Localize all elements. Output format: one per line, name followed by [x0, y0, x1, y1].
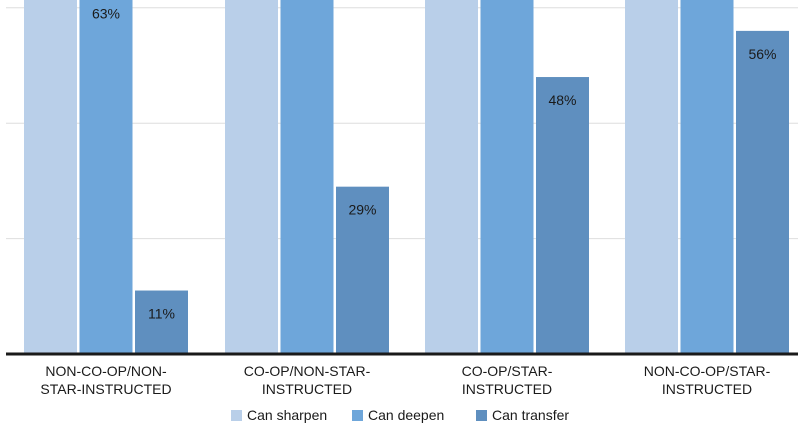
category-label: INSTRUCTED — [262, 381, 352, 397]
bar — [280, 0, 334, 355]
bar-value-label: 11% — [148, 306, 175, 322]
legend-swatch — [231, 410, 242, 421]
legend-label: Can deepen — [368, 407, 444, 423]
category-label: NON-CO-OP/NON- — [45, 363, 167, 379]
bar — [425, 0, 478, 354]
bar — [336, 186, 389, 354]
category-label: CO-OP/STAR- — [462, 363, 553, 379]
bar — [135, 290, 188, 354]
bar — [680, 0, 734, 354]
bar — [536, 77, 589, 354]
bars: 74%82%94%96%63%69%88%90%11%29%48%56% — [24, 0, 789, 355]
bar-value-label: 56% — [748, 46, 776, 62]
category-label: CO-OP/NON-STAR- — [244, 363, 371, 379]
category-label: STAR-INSTRUCTED — [40, 381, 171, 397]
category-label: NON-CO-OP/STAR- — [644, 363, 771, 379]
category-label: INSTRUCTED — [462, 381, 552, 397]
bar — [24, 0, 77, 355]
bar — [79, 0, 133, 355]
legend-swatch — [476, 410, 487, 421]
category-label: INSTRUCTED — [662, 381, 752, 397]
bar — [480, 0, 534, 355]
legend-label: Can sharpen — [247, 407, 327, 423]
legend: Can sharpen Can deepen Can transfer — [231, 407, 569, 423]
bar — [225, 0, 278, 355]
bar — [625, 0, 678, 354]
bar — [736, 30, 789, 354]
legend-swatch — [352, 410, 363, 421]
category-labels: NON-CO-OP/NON- STAR-INSTRUCTED CO-OP/NON-S… — [40, 363, 770, 397]
legend-label: Can transfer — [492, 407, 569, 423]
bar-value-label: 63% — [92, 5, 120, 21]
bar-value-label: 29% — [348, 202, 376, 218]
bar-value-label: 48% — [548, 92, 576, 108]
